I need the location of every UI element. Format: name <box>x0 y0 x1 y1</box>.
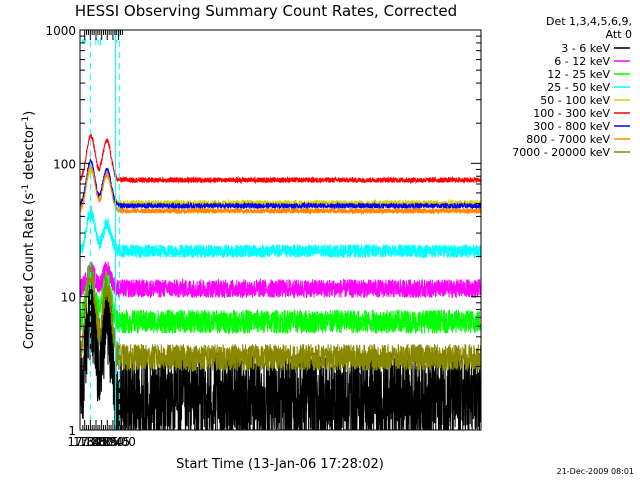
status-flag-label: N <box>94 37 101 48</box>
series-line <box>79 133 482 185</box>
legend-label: 12 - 25 keV <box>547 68 610 81</box>
legend-label: 3 - 6 keV <box>561 42 610 55</box>
footer-timestamp: 21-Dec-2009 08:01 <box>557 467 634 476</box>
y-axis: 1 10 100 1000 <box>45 24 481 438</box>
x-tick-label: 18:00 <box>79 435 114 449</box>
legend-label: 100 - 300 keV <box>533 107 610 120</box>
legend-header-line2: Att 0 <box>606 28 632 41</box>
x-tick-label: 18:45 <box>96 435 131 449</box>
x-axis-label: Start Time (13-Jan-06 17:28:02) <box>176 457 384 472</box>
x-tick-label: 17:45 <box>73 435 108 449</box>
chart-title: HESSI Observing Summary Count Rates, Cor… <box>75 2 457 20</box>
plot-frame <box>79 29 482 431</box>
series-line <box>79 273 482 432</box>
x-tick-label: 17:30 <box>67 435 102 449</box>
legend-label: 800 - 7000 keV <box>526 133 610 146</box>
legend-label: 25 - 50 keV <box>547 81 610 94</box>
legend-label: 300 - 800 keV <box>533 120 610 133</box>
legend-label: 6 - 12 keV <box>554 55 610 68</box>
series-line <box>79 167 481 209</box>
y-tick-label: 10 <box>61 291 76 305</box>
x-tick-label: 18:30 <box>90 435 125 449</box>
legend-header-line1: Det 1,3,4,5,6,9, <box>546 15 632 28</box>
y-axis-label-end: ) <box>22 111 37 116</box>
series-line <box>79 205 482 260</box>
y-axis-label-main: Corrected Count Rate (s <box>22 193 37 350</box>
y-axis-label-sup2: -1 <box>21 116 31 125</box>
x-tick-label: 18:15 <box>84 435 119 449</box>
marker-layer: N <box>82 30 120 430</box>
series-line <box>79 157 482 211</box>
y-axis-label-sup1: -1 <box>21 184 31 193</box>
series-layer <box>79 133 482 432</box>
y-tick-label: 1 <box>68 424 76 438</box>
x-tick-label: 19:00 <box>101 435 136 449</box>
series-line <box>79 262 482 335</box>
series-line <box>79 261 481 299</box>
y-axis-label-mid: detector <box>22 124 37 184</box>
series-line <box>79 262 482 372</box>
y-tick-label: 100 <box>53 157 76 171</box>
legend-label: 50 - 100 keV <box>540 94 610 107</box>
y-axis-label: Corrected Count Rate (s-1 detector-1) <box>21 111 37 349</box>
series-line <box>79 164 482 216</box>
legend-label: 7000 - 20000 keV <box>512 146 610 159</box>
y-tick-label: 1000 <box>45 24 76 38</box>
